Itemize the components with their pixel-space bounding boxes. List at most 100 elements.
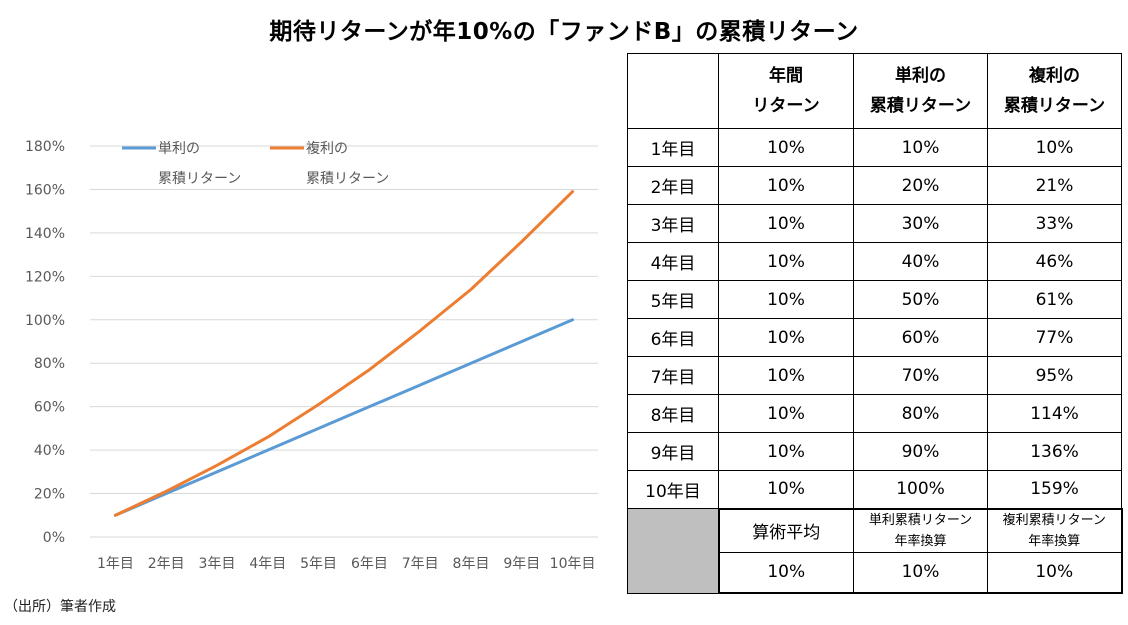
y-tick-label: 180%	[25, 139, 65, 155]
cell-annual-return: 10%	[718, 204, 854, 243]
header-empty-cell	[627, 53, 719, 129]
y-tick-label: 100%	[25, 313, 65, 329]
summary-label-compound-annualized: 複利累積リターン 年率換算	[987, 507, 1123, 553]
cell-compound-cumulative: 33%	[987, 204, 1122, 243]
cell-row-label: 8年目	[627, 394, 719, 433]
returns-table: 年間 リターン 単利の 累積リターン 複利の 累積リターン 1年目 10% 10% 1…	[627, 53, 1123, 594]
legend-simple-label-line1: 単利の	[158, 141, 200, 157]
summary-label-arithmetic-mean: 算術平均	[717, 507, 854, 553]
x-tick-label: 4年目	[249, 556, 286, 572]
cell-compound-cumulative: 61%	[987, 280, 1122, 319]
legend-compound-label-line1: 複利の	[306, 140, 348, 157]
cell-row-label: 3年目	[627, 204, 719, 243]
cell-simple-cumulative: 90%	[853, 432, 988, 471]
cell-compound-cumulative: 77%	[987, 318, 1122, 357]
source-note: （出所）筆者作成	[4, 599, 116, 615]
x-tick-label: 8年目	[453, 556, 490, 572]
x-tick-label: 6年目	[351, 556, 388, 572]
cell-row-label: 5年目	[627, 280, 719, 319]
cell-annual-return: 10%	[718, 318, 854, 357]
x-tick-label: 7年目	[402, 556, 439, 572]
cell-simple-cumulative: 100%	[853, 470, 988, 509]
cell-row-label: 9年目	[627, 432, 719, 471]
cell-compound-cumulative: 95%	[987, 356, 1122, 395]
table-row: 6年目 10% 60% 77%	[627, 318, 1122, 357]
x-tick-label: 5年目	[300, 556, 337, 572]
y-axis-tick-labels: 0% 20% 40% 60% 80% 100% 120% 140% 160% 180%	[25, 139, 65, 546]
cell-annual-return: 10%	[718, 470, 854, 509]
cell-row-label: 7年目	[627, 356, 719, 395]
table-row: 4年目 10% 40% 46%	[627, 242, 1122, 281]
table-row: 8年目 10% 80% 114%	[627, 394, 1122, 433]
table-header-row: 年間 リターン 単利の 累積リターン 複利の 累積リターン	[627, 53, 1122, 129]
cell-annual-return: 10%	[718, 394, 854, 433]
cell-annual-return: 10%	[718, 166, 854, 205]
table-row: 1年目 10% 10% 10%	[627, 128, 1122, 167]
legend-compound-label-line2: 累積リターン	[306, 171, 389, 187]
cell-annual-return: 10%	[718, 356, 854, 395]
table-row: 5年目 10% 50% 61%	[627, 280, 1122, 319]
cell-row-label: 10年目	[627, 470, 719, 509]
cell-row-label: 2年目	[627, 166, 719, 205]
cell-compound-cumulative: 46%	[987, 242, 1122, 281]
cell-row-label: 4年目	[627, 242, 719, 281]
header-simple-cumulative: 単利の 累積リターン	[853, 53, 988, 129]
page-title: 期待リターンが年10%の「ファンドB」の累積リターン	[269, 19, 859, 45]
table-body: 1年目 10% 10% 10% 2年目 10% 20% 21% 3年目 10% 30% 33% 4年目 1…	[627, 128, 1122, 509]
cell-annual-return: 10%	[718, 280, 854, 319]
y-tick-label: 60%	[34, 400, 65, 416]
summary-value-row: 10% 10% 10%	[628, 551, 1123, 594]
summary-value-compound-annualized: 10%	[987, 551, 1123, 594]
y-tick-label: 140%	[25, 226, 65, 242]
x-tick-label: 3年目	[199, 556, 236, 572]
cell-simple-cumulative: 60%	[853, 318, 988, 357]
y-tick-label: 160%	[25, 182, 65, 198]
summary-value-simple-annualized: 10%	[853, 551, 988, 594]
header-annual-return: 年間 リターン	[718, 53, 854, 129]
table-row: 3年目 10% 30% 33%	[627, 204, 1122, 243]
table-row: 7年目 10% 70% 95%	[627, 356, 1122, 395]
cell-simple-cumulative: 30%	[853, 204, 988, 243]
y-tick-label: 0%	[43, 530, 65, 546]
summary-label-simple-annualized: 単利累積リターン 年率換算	[853, 507, 988, 553]
compound-cumulative-line	[113, 190, 575, 517]
y-tick-label: 80%	[34, 356, 65, 372]
x-tick-label: 9年目	[503, 556, 540, 572]
cell-annual-return: 10%	[718, 242, 854, 281]
cell-simple-cumulative: 40%	[853, 242, 988, 281]
cell-compound-cumulative: 136%	[987, 432, 1122, 471]
cell-simple-cumulative: 20%	[853, 166, 988, 205]
cell-compound-cumulative: 159%	[987, 470, 1122, 509]
header-compound-cumulative: 複利の 累積リターン	[987, 53, 1122, 129]
cell-compound-cumulative: 21%	[987, 166, 1122, 205]
simple-cumulative-line	[113, 318, 575, 517]
x-axis-tick-labels: 1年目 2年目 3年目 4年目 5年目 6年目 7年目 8年目 9年目 10年目	[97, 556, 596, 572]
x-tick-label: 2年目	[148, 556, 185, 572]
table-row: 2年目 10% 20% 21%	[627, 166, 1122, 205]
y-tick-label: 20%	[34, 487, 65, 503]
cell-compound-cumulative: 114%	[987, 394, 1122, 433]
summary-blank-cell	[627, 508, 719, 594]
cell-row-label: 1年目	[627, 128, 719, 167]
cell-simple-cumulative: 10%	[853, 128, 988, 167]
table-row: 10年目 10% 100% 159%	[627, 470, 1122, 509]
cell-row-label: 6年目	[627, 318, 719, 357]
x-tick-label: 1年目	[97, 556, 134, 572]
chart-gridlines	[90, 145, 598, 538]
table-row: 9年目 10% 90% 136%	[627, 432, 1122, 471]
x-tick-label: 10年目	[550, 556, 596, 572]
chart-series-lines	[113, 190, 575, 517]
cell-annual-return: 10%	[718, 432, 854, 471]
legend-simple-label-line2: 累積リターン	[158, 171, 241, 187]
y-tick-label: 120%	[25, 269, 65, 285]
y-tick-label: 40%	[34, 443, 65, 459]
cell-simple-cumulative: 50%	[853, 280, 988, 319]
cell-annual-return: 10%	[718, 128, 854, 167]
summary-label-row: 算術平均 単利累積リターン 年率換算 複利累積リターン 年率換算	[627, 507, 1123, 594]
cell-simple-cumulative: 70%	[853, 356, 988, 395]
cell-compound-cumulative: 10%	[987, 128, 1122, 167]
line-chart: 0% 20% 40% 60% 80% 100% 120% 140% 160% 180% 1年目 2年…	[25, 139, 598, 572]
summary-value-arithmetic-mean: 10%	[717, 551, 854, 594]
cell-simple-cumulative: 80%	[853, 394, 988, 433]
